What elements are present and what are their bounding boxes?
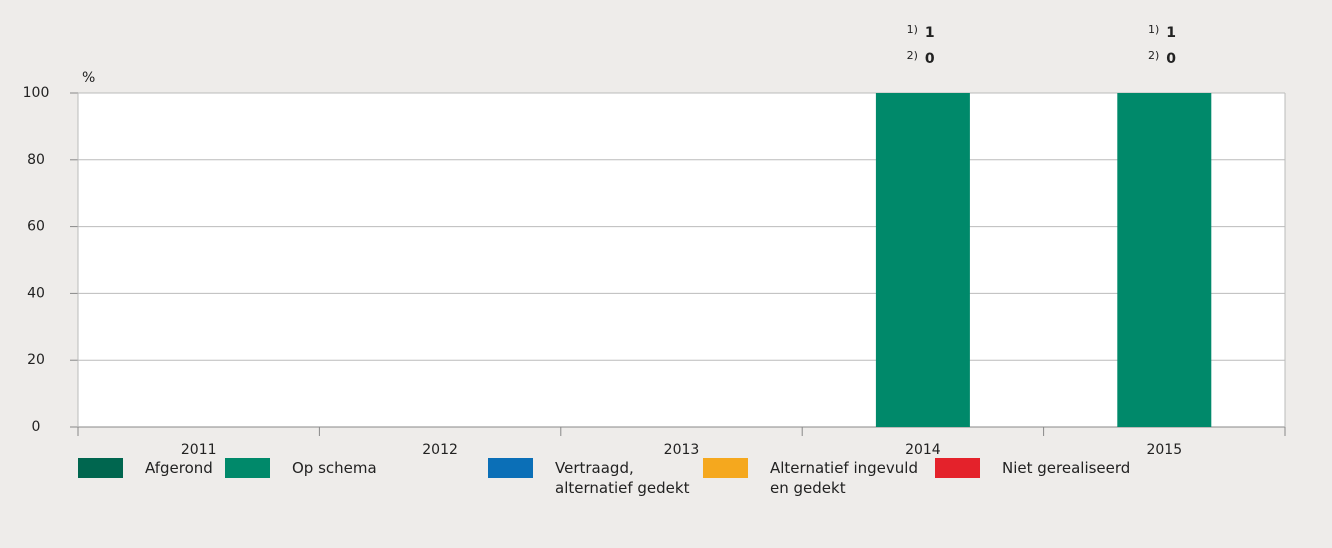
legend-label: Afgerond: [145, 459, 213, 477]
y-tick-label: 0: [32, 419, 41, 435]
legend-item: Op schema: [225, 458, 377, 478]
legend-swatch: [703, 458, 748, 478]
legend-swatch: [78, 458, 123, 478]
x-tick-label: 2012: [422, 442, 458, 458]
y-tick-label: 80: [27, 152, 45, 168]
legend-item: Alternatief ingevuld en gedekt: [703, 458, 920, 498]
annotation-marker: 2): [1148, 49, 1159, 62]
y-tick-label: 40: [27, 285, 45, 301]
annotation-marker: 2): [907, 49, 918, 62]
plot-area: [78, 93, 1285, 427]
legend-label: Alternatief ingevuld en gedekt: [770, 459, 918, 497]
legend-label: Vertraagd, alternatief gedekt: [555, 459, 690, 497]
bar-segment: [1117, 93, 1212, 427]
x-tick-label: 2013: [664, 442, 700, 458]
y-tick-label: 60: [27, 219, 45, 235]
annotation-value: 0: [1166, 51, 1176, 67]
legend-item: Afgerond: [78, 458, 213, 478]
y-axis-label: %: [82, 70, 95, 86]
y-tick-label: 100: [23, 85, 50, 101]
legend-swatch: [488, 458, 533, 478]
annotation-value: 1: [925, 25, 935, 41]
x-tick-label: 2014: [905, 442, 941, 458]
annotation-marker: 1): [907, 23, 918, 36]
annotation-marker: 1): [1148, 23, 1159, 36]
annotation-value: 1: [1166, 25, 1176, 41]
legend-label: Niet gerealiseerd: [1002, 459, 1131, 477]
legend-swatch: [225, 458, 270, 478]
y-tick-label: 20: [27, 352, 45, 368]
x-tick-label: 2015: [1146, 442, 1182, 458]
bar-segment: [875, 93, 970, 427]
legend-swatch: [935, 458, 980, 478]
annotation-value: 0: [925, 51, 935, 67]
legend-item: Vertraagd, alternatief gedekt: [488, 458, 705, 498]
x-tick-label: 2011: [181, 442, 217, 458]
legend-item: Niet gerealiseerd: [935, 458, 1130, 478]
legend-label: Op schema: [292, 459, 377, 477]
